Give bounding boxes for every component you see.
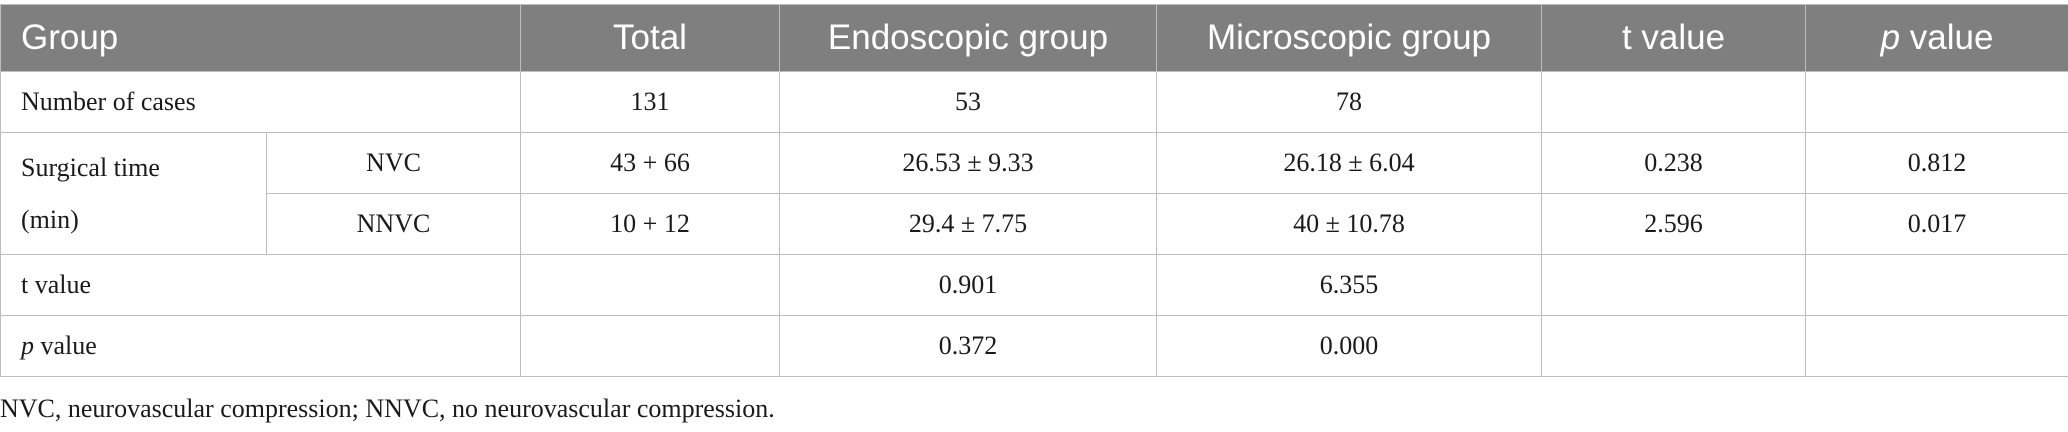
cell-pval-total <box>520 315 780 377</box>
cell-pval-p <box>1805 315 2068 377</box>
cell-tval-total <box>520 254 780 316</box>
table-row-nvc: Surgical time (min) NVC 43 + 66 26.53 ± … <box>0 132 2068 255</box>
cell-nnvc-t: 2.596 <box>1541 193 1806 255</box>
cell-nnvc-micro: 40 ± 10.78 <box>1156 193 1542 255</box>
cell-nvc-micro: 26.18 ± 6.04 <box>1156 132 1542 194</box>
cell-cases-p <box>1805 71 2068 133</box>
header-microscopic: Microscopic group <box>1156 4 1542 72</box>
cell-tval-label: t value <box>0 254 521 316</box>
cell-tval-endo: 0.901 <box>779 254 1157 316</box>
cell-pval-endo: 0.372 <box>779 315 1157 377</box>
cell-nvc-endo: 26.53 ± 9.33 <box>779 132 1157 194</box>
cell-pval-t <box>1541 315 1806 377</box>
header-endoscopic: Endoscopic group <box>779 4 1157 72</box>
table-row-p-value: p value 0.372 0.000 <box>0 315 2068 377</box>
cell-nvc-t: 0.238 <box>1541 132 1806 194</box>
header-p-text: value <box>1900 18 1994 57</box>
header-row: Group Total Endoscopic group Microscopic… <box>0 4 2068 72</box>
cell-tval-p <box>1805 254 2068 316</box>
results-table: Group Total Endoscopic group Microscopic… <box>0 4 2068 377</box>
cell-nvc-sub: NVC <box>266 132 521 194</box>
cell-surgical-time-label: Surgical time (min) <box>0 132 267 255</box>
cell-nnvc-sub: NNVC <box>266 193 521 255</box>
table-row-cases: Number of cases 131 53 78 <box>0 71 2068 133</box>
header-p-value: p value <box>1805 4 2068 72</box>
cell-cases-endo: 53 <box>779 71 1157 133</box>
header-p-italic: p <box>1880 18 1901 57</box>
cell-nvc-total: 43 + 66 <box>520 132 780 194</box>
surgical-time-line2: (min) <box>21 204 79 234</box>
cell-cases-t <box>1541 71 1806 133</box>
cell-nnvc-total: 10 + 12 <box>520 193 780 255</box>
cell-tval-t <box>1541 254 1806 316</box>
table-row-t-value: t value 0.901 6.355 <box>0 254 2068 316</box>
cell-pval-micro: 0.000 <box>1156 315 1542 377</box>
header-t-value-text: t value <box>1621 18 1726 57</box>
cell-nnvc-p: 0.017 <box>1805 193 2068 255</box>
cell-nnvc-endo: 29.4 ± 7.75 <box>779 193 1157 255</box>
cell-cases-micro: 78 <box>1156 71 1542 133</box>
surgical-time-line1: Surgical time <box>21 152 160 182</box>
header-t-value: t value <box>1541 4 1806 72</box>
header-total: Total <box>520 4 780 72</box>
cell-cases-total: 131 <box>520 71 780 133</box>
pval-label-italic: p <box>21 331 34 360</box>
pval-label-text: value <box>34 331 97 360</box>
table-footnote: NVC, neurovascular compression; NNVC, no… <box>0 394 775 423</box>
cell-cases-label: Number of cases <box>0 71 521 133</box>
header-group: Group <box>0 4 521 72</box>
cell-nvc-p: 0.812 <box>1805 132 2068 194</box>
cell-tval-micro: 6.355 <box>1156 254 1542 316</box>
cell-pval-label: p value <box>0 315 521 377</box>
table-row-nnvc: NNVC 10 + 12 29.4 ± 7.75 40 ± 10.78 2.59… <box>1 193 2068 255</box>
